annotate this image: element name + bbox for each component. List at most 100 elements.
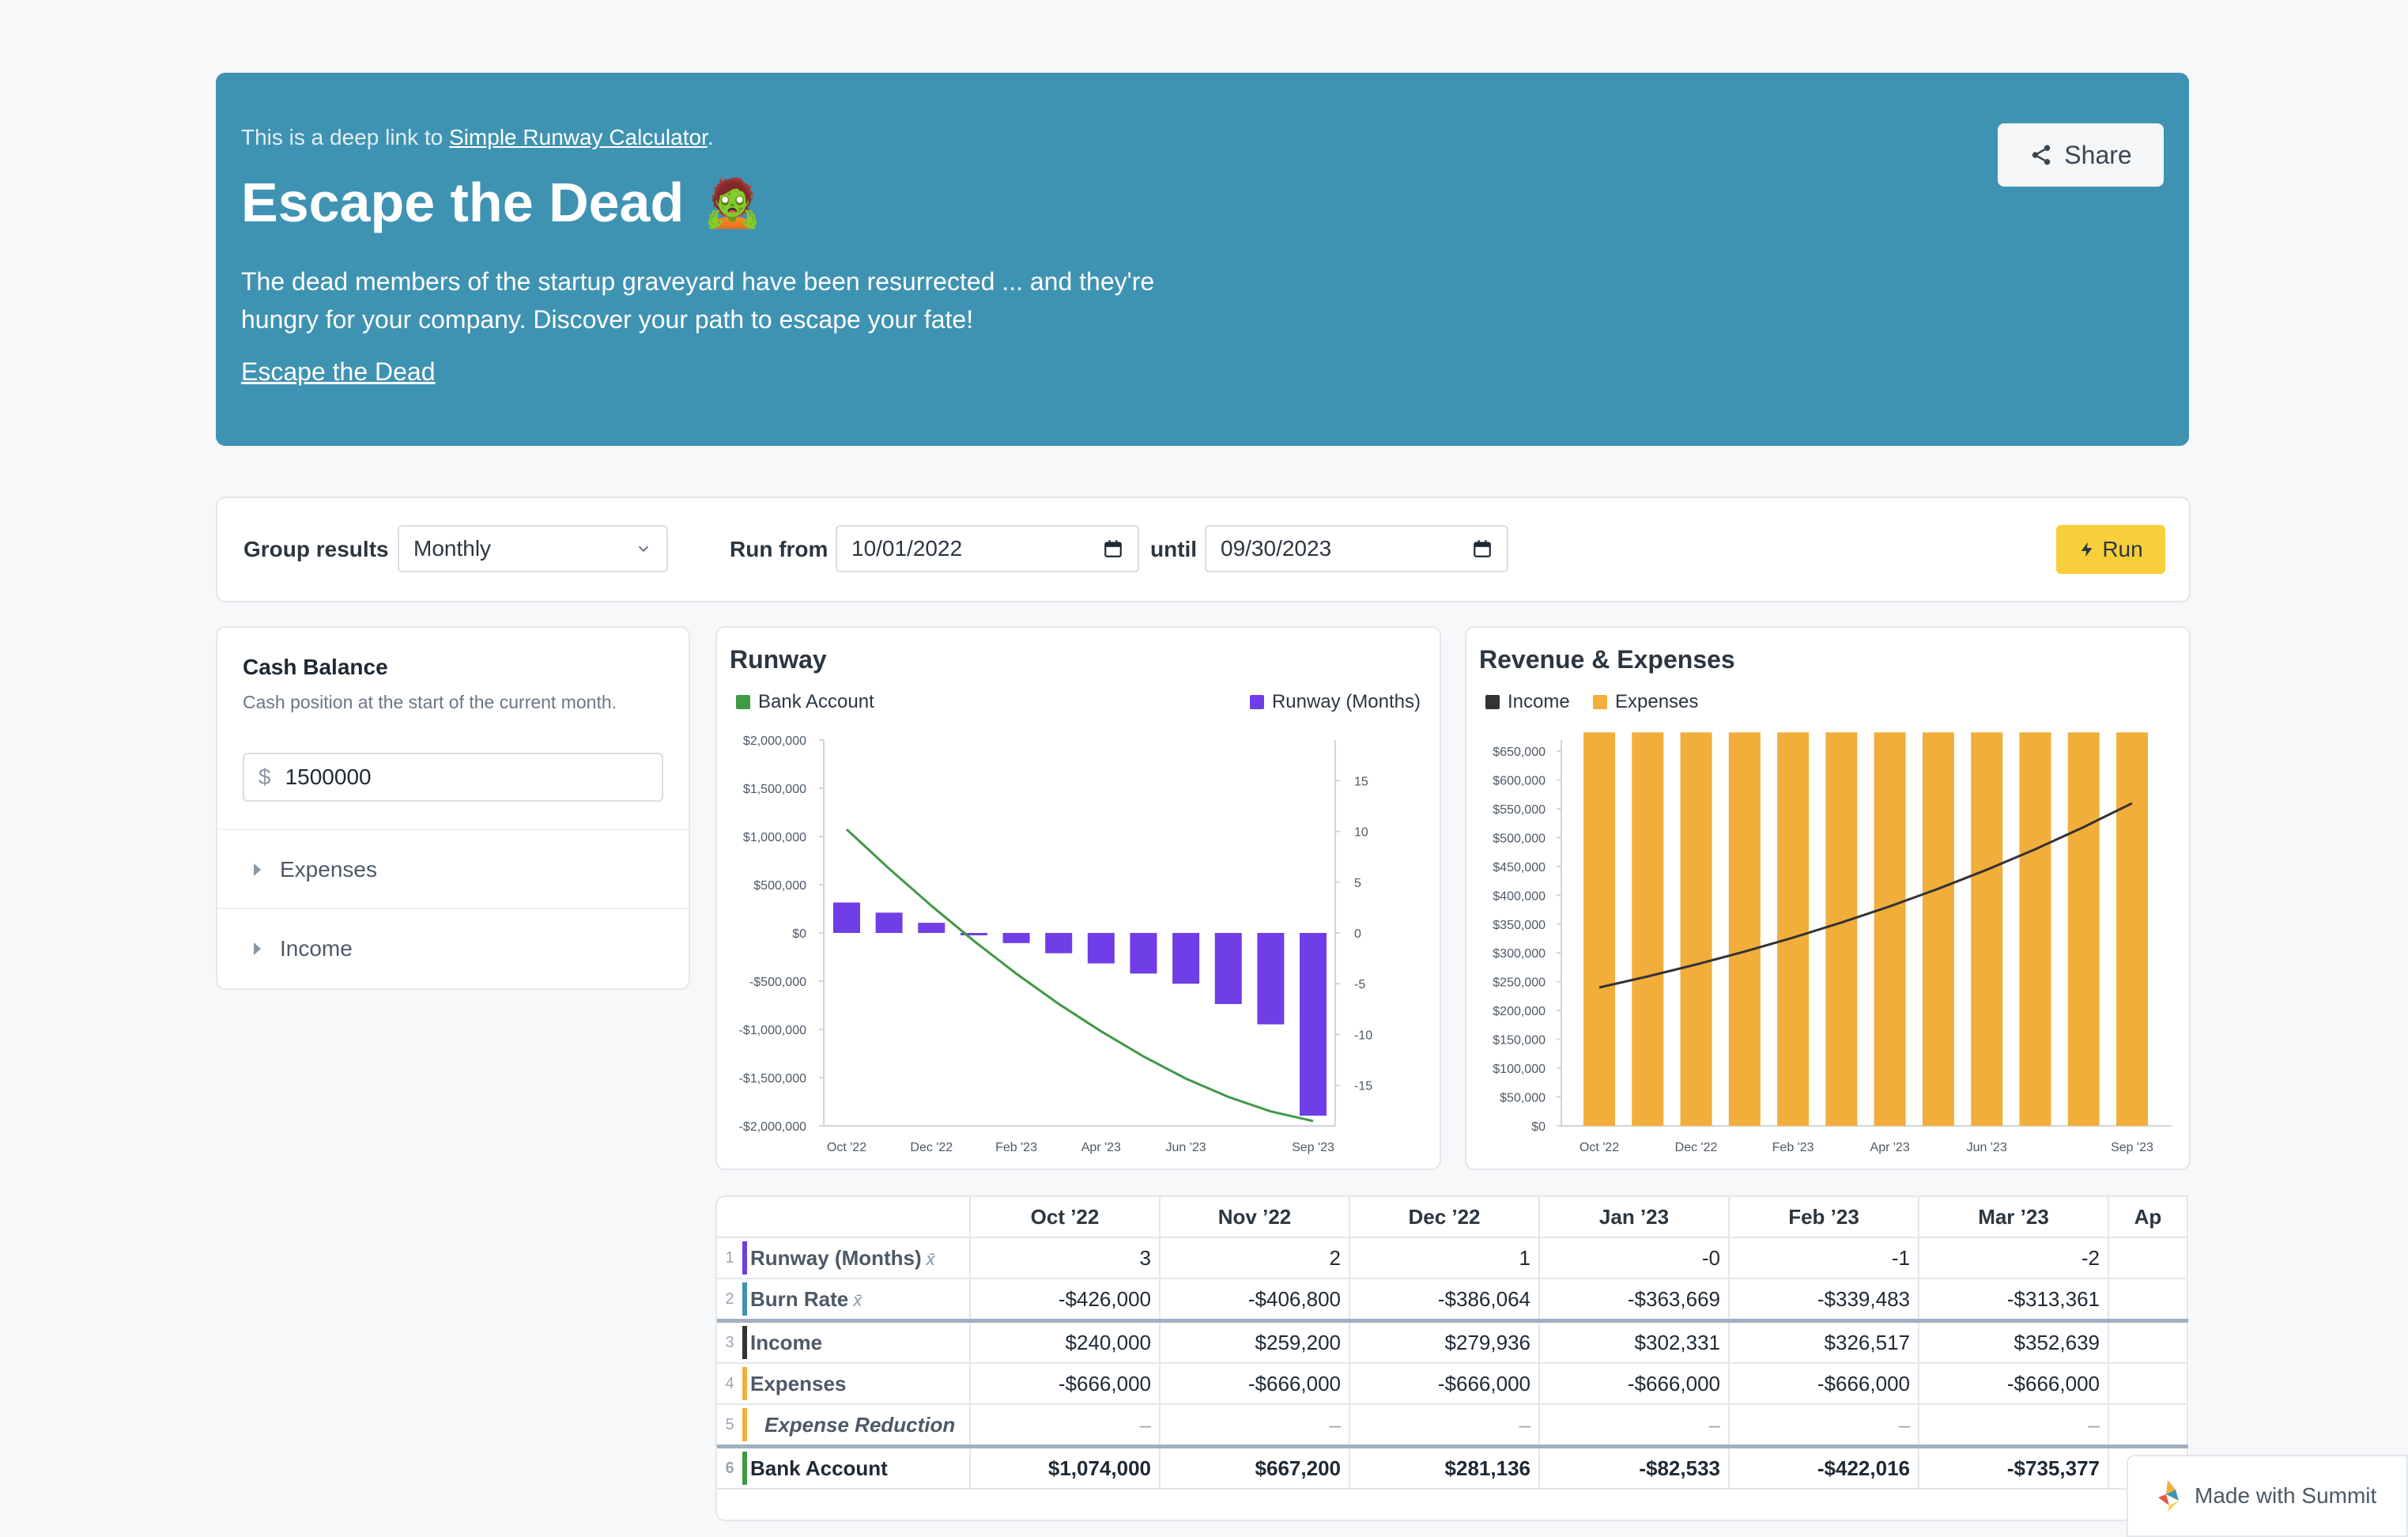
table-cell[interactable]: – <box>1919 1404 2109 1448</box>
cash-balance-input[interactable]: $ 1500000 <box>243 753 663 802</box>
table-cell[interactable]: – <box>1729 1404 1919 1448</box>
table-cell[interactable]: -$313,361 <box>1919 1278 2109 1322</box>
table-cell[interactable]: -1 <box>1729 1237 1919 1279</box>
row-index: 2 <box>717 1278 742 1322</box>
row-label[interactable]: Expenses <box>742 1363 971 1405</box>
row-color-bar <box>742 1326 747 1359</box>
table-cell[interactable]: -$666,000 <box>1919 1363 2109 1405</box>
table-cell[interactable]: $240,000 <box>970 1319 1161 1364</box>
y2-tick-label: 15 <box>1354 775 1368 788</box>
column-header[interactable]: Ap <box>2108 1197 2188 1238</box>
row-label[interactable]: Runway (Months) x̄ <box>742 1237 971 1279</box>
table-cell[interactable] <box>2108 1237 2188 1279</box>
legend-expenses[interactable]: Expenses <box>1593 691 1698 713</box>
run-button[interactable]: Run <box>2056 525 2165 574</box>
table-cell[interactable] <box>2108 1278 2188 1322</box>
table-row[interactable]: 4 Expenses -$666,000 -$666,000 -$666,000 -$66… <box>717 1363 2188 1405</box>
column-header[interactable]: Feb ’23 <box>1729 1197 1919 1238</box>
y2-tick-label: 5 <box>1354 877 1361 890</box>
table-cell[interactable] <box>2108 1404 2188 1448</box>
table-cell[interactable]: -$666,000 <box>1349 1363 1540 1405</box>
table-cell[interactable] <box>2108 1319 2188 1364</box>
table-cell[interactable]: – <box>1349 1404 1540 1448</box>
y2-tick-label: -5 <box>1354 978 1365 991</box>
table-cell[interactable]: -$406,800 <box>1160 1278 1350 1322</box>
table-cell[interactable]: – <box>1160 1404 1350 1448</box>
y-tick-label: -$1,500,000 <box>739 1072 807 1086</box>
column-header[interactable]: Mar ’23 <box>1919 1197 2109 1238</box>
table-cell[interactable]: 2 <box>1160 1237 1350 1279</box>
simple-runway-calculator-link[interactable]: Simple Runway Calculator <box>449 125 708 149</box>
row-label[interactable]: Burn Rate x̄ <box>742 1278 971 1322</box>
table-cell[interactable]: 3 <box>970 1237 1161 1279</box>
row-label[interactable]: Bank Account <box>742 1444 971 1490</box>
expenses-section-toggle[interactable]: Expenses <box>217 829 689 909</box>
table-cell[interactable]: $281,136 <box>1349 1444 1540 1490</box>
table-cell[interactable]: -0 <box>1539 1237 1730 1279</box>
table-cell[interactable]: -$426,000 <box>970 1278 1161 1322</box>
row-label[interactable]: Income <box>742 1319 971 1364</box>
y-tick-label: $400,000 <box>1493 889 1546 903</box>
y-tick-label: $150,000 <box>1493 1034 1546 1048</box>
table-cell[interactable]: $302,331 <box>1539 1319 1730 1364</box>
income-section-label: Income <box>280 936 353 961</box>
table-cell[interactable]: -$82,533 <box>1539 1444 1730 1490</box>
y2-tick-label: -15 <box>1354 1080 1372 1093</box>
table-cell[interactable]: $279,936 <box>1349 1319 1540 1364</box>
escape-the-dead-link[interactable]: Escape the Dead <box>241 357 436 386</box>
runway-bar <box>1087 933 1115 964</box>
table-cell[interactable]: -$422,016 <box>1729 1444 1919 1490</box>
until-date-input[interactable]: 09/30/2023 <box>1205 525 1508 572</box>
expenses-bar <box>1825 732 1858 1126</box>
row-color-bar <box>742 1452 747 1485</box>
group-results-select[interactable]: Monthly <box>398 525 668 572</box>
table-cell[interactable]: $1,074,000 <box>970 1444 1161 1490</box>
y-tick-label: $50,000 <box>1500 1092 1546 1105</box>
table-cell[interactable]: 1 <box>1349 1237 1540 1279</box>
runway-chart-card: Runway Bank Account Runway (Months) $2,0… <box>715 626 1441 1170</box>
column-header[interactable]: Jan ’23 <box>1539 1197 1730 1238</box>
income-section-toggle[interactable]: Income <box>217 908 689 988</box>
table-cell[interactable]: $326,517 <box>1729 1319 1919 1364</box>
table-cell[interactable]: -$666,000 <box>1729 1363 1919 1405</box>
row-label-text: Bank Account <box>750 1456 888 1480</box>
table-cell[interactable]: -$339,483 <box>1729 1278 1919 1322</box>
table-cell[interactable]: -$363,669 <box>1539 1278 1730 1322</box>
legend-bank-account[interactable]: Bank Account <box>736 691 874 713</box>
cash-balance-subtitle: Cash position at the start of the curren… <box>243 692 617 712</box>
table-cell[interactable]: -$386,064 <box>1349 1278 1540 1322</box>
table-cell[interactable]: $352,639 <box>1919 1319 2109 1364</box>
table-cell[interactable]: -$666,000 <box>970 1363 1161 1405</box>
table-row[interactable]: 5 Expense Reduction – – – – – – <box>717 1404 2188 1448</box>
calendar-icon[interactable] <box>1472 538 1493 559</box>
table-row[interactable]: 1 Runway (Months) x̄ 3 2 1 -0 -1 -2 <box>717 1237 2188 1279</box>
table-cell[interactable]: -2 <box>1919 1237 2109 1279</box>
row-index: 5 <box>717 1404 742 1448</box>
table-row[interactable]: 2 Burn Rate x̄ -$426,000 -$406,800 -$386,064-… <box>717 1278 2188 1322</box>
table-cell[interactable]: -$666,000 <box>1539 1363 1730 1405</box>
table-cell[interactable]: $259,200 <box>1160 1319 1350 1364</box>
table-cell[interactable]: -$666,000 <box>1160 1363 1350 1405</box>
calendar-icon[interactable] <box>1103 538 1123 559</box>
table-row[interactable]: 3 Income $240,000 $259,200 $279,936 $302,331 $… <box>717 1319 2188 1364</box>
y-tick-label: $200,000 <box>1493 1005 1546 1018</box>
legend-income[interactable]: Income <box>1485 691 1570 713</box>
table-cell[interactable]: – <box>970 1404 1161 1448</box>
row-index: 3 <box>717 1319 742 1364</box>
revenue-expenses-chart-card: Revenue & Expenses Income Expenses $650,… <box>1465 626 2191 1170</box>
column-header[interactable]: Nov ’22 <box>1160 1197 1350 1238</box>
made-with-summit-badge[interactable]: Made with Summit <box>2127 1455 2408 1537</box>
legend-runway-months[interactable]: Runway (Months) <box>1249 691 1421 713</box>
expenses-bar <box>1777 732 1810 1126</box>
table-cell[interactable]: – <box>1539 1404 1730 1448</box>
column-header[interactable]: Dec ’22 <box>1349 1197 1540 1238</box>
table-cell[interactable] <box>2108 1363 2188 1405</box>
column-header[interactable]: Oct ’22 <box>970 1197 1161 1238</box>
table-cell[interactable]: -$735,377 <box>1919 1444 2109 1490</box>
x-tick-label: Jun '23 <box>1166 1141 1206 1154</box>
row-label[interactable]: Expense Reduction <box>742 1404 971 1448</box>
table-cell[interactable]: $667,200 <box>1160 1444 1350 1490</box>
table-row[interactable]: 6 Bank Account $1,074,000 $667,200 $281,136-… <box>717 1444 2188 1490</box>
share-button[interactable]: Share <box>1998 123 2164 187</box>
run-from-date-input[interactable]: 10/01/2022 <box>836 525 1139 572</box>
